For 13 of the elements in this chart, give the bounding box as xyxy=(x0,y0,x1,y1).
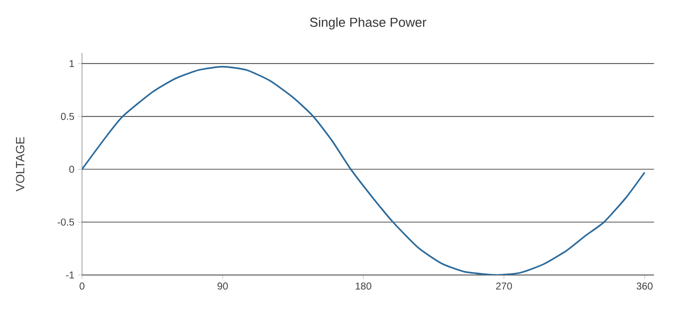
x-tick-label: 90 xyxy=(218,282,228,290)
line-series xyxy=(82,66,646,275)
y-tick-label: 0 xyxy=(69,166,74,173)
y-tick-label: -0.5 xyxy=(58,218,74,226)
y-axis-title: VOLTAGE xyxy=(16,137,24,192)
y-tick-label: -1 xyxy=(66,272,74,278)
y-tick-label: 1 xyxy=(70,60,74,68)
x-tick-label: 180 xyxy=(356,282,372,290)
x-tick-label: 270 xyxy=(496,282,512,290)
x-tick-label: 0 xyxy=(80,282,84,290)
y-tick-label: 0.5 xyxy=(60,112,74,120)
x-tick-label: 360 xyxy=(636,282,653,290)
chart-title: Single Phase Power xyxy=(310,17,426,30)
